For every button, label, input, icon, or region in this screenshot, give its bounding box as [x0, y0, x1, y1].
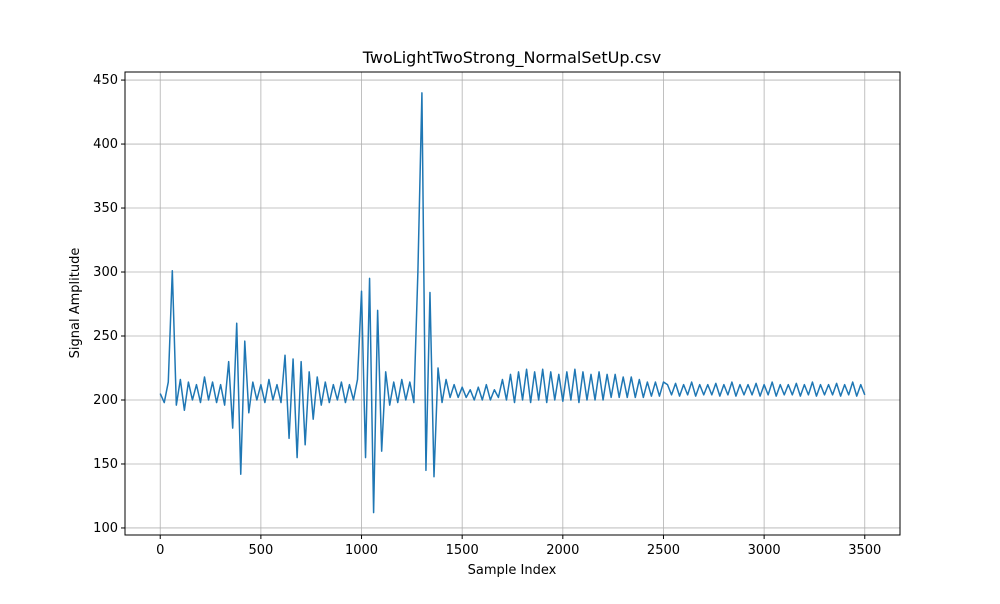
y-tick-label: 150	[93, 457, 118, 472]
x-tick-label: 2500	[647, 543, 680, 558]
y-axis-label: Signal Amplitude	[68, 248, 83, 359]
x-tick-label: 2000	[546, 543, 579, 558]
chart-title: TwoLightTwoStrong_NormalSetUp.csv	[362, 48, 661, 68]
y-tick-label: 450	[93, 73, 118, 88]
x-tick-label: 0	[156, 543, 164, 558]
y-tick-label: 200	[93, 393, 118, 408]
x-tick-label: 1000	[345, 543, 378, 558]
data-line	[159, 92, 866, 514]
y-tick-label: 100	[93, 521, 118, 536]
x-tick-label: 500	[248, 543, 273, 558]
y-tick-label: 300	[93, 265, 118, 280]
y-tick-label: 400	[93, 137, 118, 152]
x-axis-label: Sample Index	[468, 563, 557, 578]
x-tick-label: 3000	[748, 543, 781, 558]
x-tick-label: 3500	[848, 543, 881, 558]
x-tick-label: 1500	[446, 543, 479, 558]
y-tick-label: 350	[93, 201, 118, 216]
plot-frame	[124, 71, 901, 536]
y-tick-label: 250	[93, 329, 118, 344]
